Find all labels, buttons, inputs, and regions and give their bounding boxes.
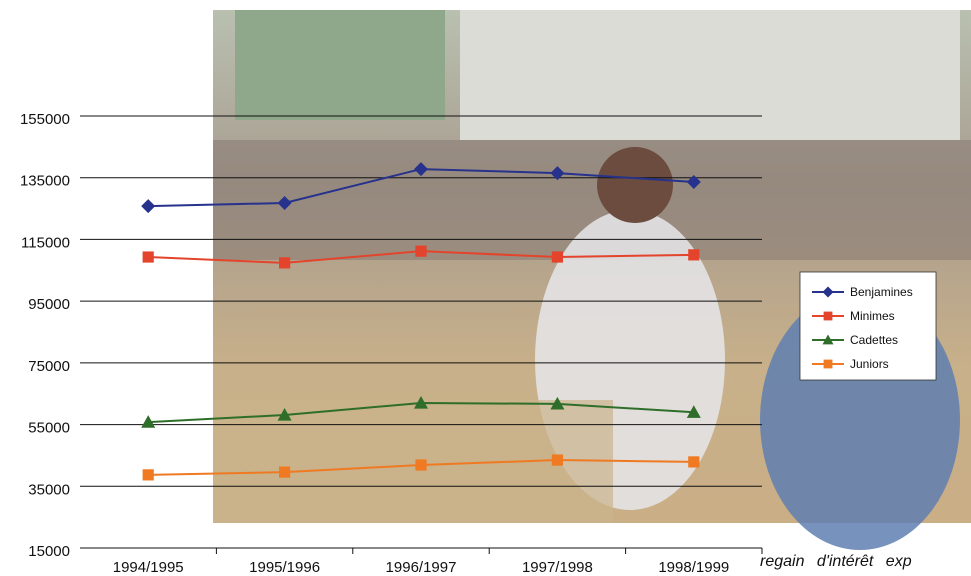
x-tick-label: 1997/1998 — [522, 559, 593, 576]
y-tick-label: 55000 — [28, 420, 70, 437]
marker — [551, 454, 563, 466]
marker — [277, 196, 292, 211]
marker — [688, 456, 700, 468]
y-tick-label: 115000 — [21, 234, 70, 251]
footer-text: regain d'intérêt exp — [760, 553, 912, 570]
legend-label: Cadettes — [850, 333, 898, 347]
marker — [551, 251, 563, 263]
marker — [141, 199, 156, 214]
marker — [550, 166, 565, 181]
y-tick-label: 155000 — [20, 111, 70, 128]
marker — [822, 334, 834, 345]
y-tick-label: 95000 — [28, 296, 70, 313]
marker — [415, 459, 427, 471]
y-tick-label: 35000 — [28, 481, 70, 498]
marker — [279, 257, 291, 269]
y-tick-label: 75000 — [28, 358, 70, 375]
legend-label: Minimes — [850, 309, 895, 323]
background-photo — [213, 10, 971, 550]
marker — [414, 162, 428, 177]
y-tick-label: 15000 — [28, 543, 70, 560]
marker — [415, 245, 427, 257]
x-tick-label: 1996/1997 — [386, 559, 457, 576]
x-tick-label: 1995/1996 — [249, 559, 320, 576]
marker — [823, 359, 833, 369]
legend: Benjamines Minimes Cadettes Juniors — [799, 271, 937, 381]
x-tick-label: 1998/1999 — [658, 559, 729, 576]
legend-label: Benjamines — [850, 285, 913, 299]
marker — [142, 469, 154, 481]
marker — [822, 286, 834, 298]
marker — [279, 466, 291, 478]
legend-box — [799, 271, 937, 381]
legend-label: Juniors — [850, 357, 889, 371]
marker — [277, 408, 292, 421]
y-tick-label: 135000 — [20, 173, 70, 190]
marker — [142, 251, 154, 263]
plot: 15000 35000 55000 75000 95000 115000 135000 155… — [20, 111, 763, 576]
marker — [688, 249, 700, 261]
marker — [550, 396, 565, 410]
x-tick-label: 1994/1995 — [113, 559, 184, 576]
marker — [686, 175, 701, 190]
marker — [823, 311, 833, 321]
marker — [414, 395, 428, 409]
marker — [141, 415, 156, 428]
marker — [686, 405, 701, 418]
